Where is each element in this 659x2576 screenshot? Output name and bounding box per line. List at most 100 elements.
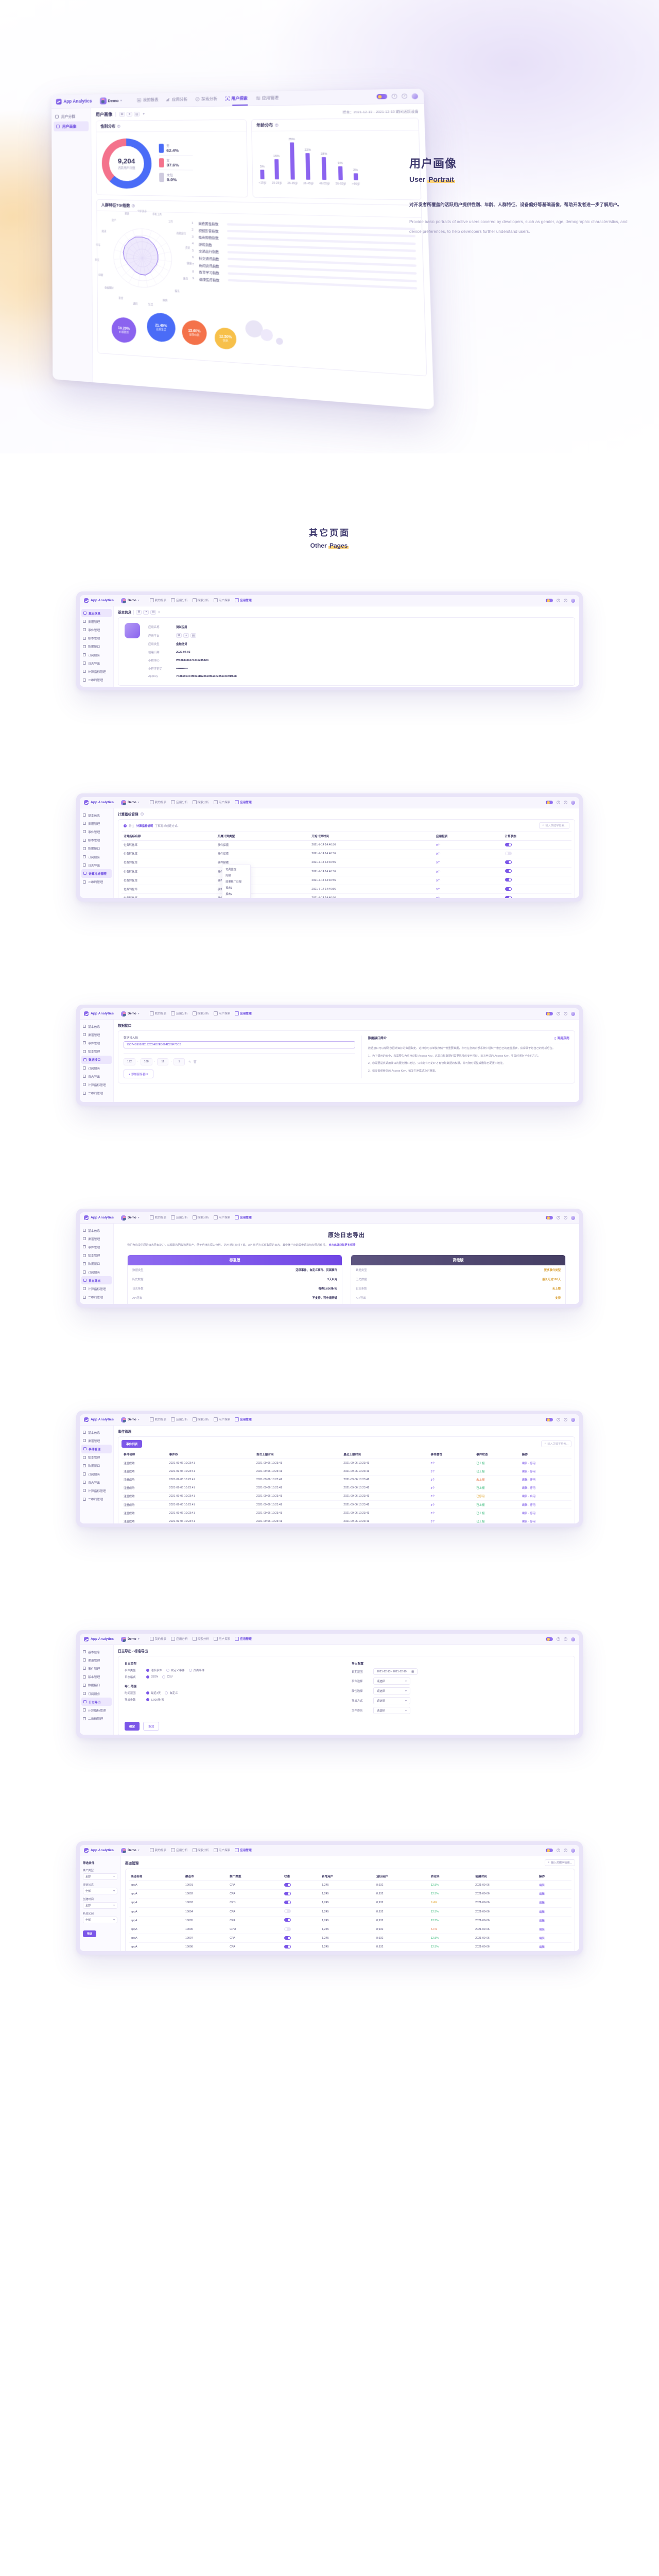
sidebar-item-version[interactable]: 版本管理	[80, 1251, 113, 1260]
sidebar-item-log[interactable]: 日志导出	[80, 659, 113, 667]
cell-reports[interactable]: 9个	[434, 858, 503, 868]
sidebar-item-metric[interactable]: 计算指标管理	[80, 1080, 113, 1089]
cell-ops[interactable]: 编辑 · 停用	[519, 1500, 571, 1510]
cell-status[interactable]	[282, 1880, 320, 1890]
cell-attrs[interactable]: 3个	[428, 1492, 475, 1501]
option[interactable]: 最近3天	[146, 1691, 161, 1695]
event-list-tab[interactable]: 事件列表	[122, 1440, 143, 1448]
sidebar-item-event[interactable]: 事件管理	[80, 827, 113, 836]
filter-select[interactable]: 全部 ▾	[83, 1917, 117, 1923]
add-ip-button[interactable]: + 添加服务器IP	[124, 1070, 154, 1078]
notice-link[interactable]: 计算指标说明	[136, 824, 153, 828]
brand[interactable]: App Analytics	[84, 1215, 114, 1220]
nav-item-2[interactable]: 探索分析	[192, 1848, 209, 1853]
edit-icon[interactable]: ✎	[188, 1060, 192, 1064]
radio-icon[interactable]	[188, 1669, 192, 1672]
cell-ops[interactable]: 编辑	[537, 1916, 571, 1925]
help-icon[interactable]: ?	[131, 204, 135, 208]
bell-icon[interactable]: ♪	[564, 1849, 567, 1852]
cell-status[interactable]	[282, 1916, 320, 1925]
cell-ops[interactable]: 编辑	[537, 1889, 571, 1899]
avatar[interactable]	[571, 1637, 575, 1641]
app-selector[interactable]: Demo ▾	[121, 800, 140, 805]
cell-ops[interactable]: 编辑	[537, 1934, 571, 1943]
search-input[interactable]: ⌕ 输入关键字检索...	[545, 1859, 575, 1866]
sidebar-item-subscribe[interactable]: 订阅服务	[80, 1268, 113, 1276]
brand[interactable]: App Analytics	[84, 1011, 114, 1016]
info-icon[interactable]: i	[557, 801, 560, 804]
nav-item-4[interactable]: 应用管理	[235, 800, 252, 805]
table-row[interactable]: 注册成功 2021-09-06 10:23:41 2021-09-06 10:2…	[122, 1467, 571, 1476]
app-selector[interactable]: Demo ▾	[121, 1636, 140, 1642]
table-row[interactable]: 付费转化率 事件探索 2021-7-14 14:46:56 9个	[122, 885, 571, 894]
avatar[interactable]	[411, 93, 419, 99]
cell-attrs[interactable]: 3个	[428, 1517, 475, 1523]
cell-status[interactable]	[502, 858, 571, 868]
avatar[interactable]	[571, 1848, 575, 1853]
table-row[interactable]: 付费转化率 事件探索 2021-7-14 14:46:56 9个	[122, 849, 571, 859]
miniprogram-icon[interactable]: ▤	[150, 609, 157, 615]
sidebar-item-channel[interactable]: 渠道管理	[80, 819, 113, 827]
sidebar-item-qrcode[interactable]: 二维码管理	[80, 878, 113, 886]
cell-reports[interactable]: 9个	[434, 876, 503, 885]
table-row[interactable]: 付费转化率 事件探索 2021-7-14 14:46:56 9个	[122, 867, 571, 876]
sidebar-item-event[interactable]: 事件管理	[80, 1664, 113, 1672]
app-selector[interactable]: Demo ▾	[121, 1848, 140, 1853]
nav-item-4[interactable]: 应用管理	[235, 1011, 252, 1016]
cell-ops[interactable]: 编辑	[537, 1925, 571, 1935]
sidebar-item-event[interactable]: 事件管理	[80, 625, 113, 634]
radio-icon[interactable]	[146, 1669, 149, 1672]
status-toggle[interactable]	[505, 851, 512, 855]
cell-status[interactable]	[282, 1934, 320, 1943]
nav-item-2[interactable]: 探索分析	[192, 1215, 209, 1221]
nav-item-3[interactable]: 用户探索	[213, 1848, 230, 1853]
table-row[interactable]: 付费转化率 事件探索 2021-7-14 14:46:56 9个	[122, 840, 571, 850]
info-icon[interactable]: i	[557, 1418, 560, 1421]
cell-reports[interactable]: 9个	[434, 867, 503, 876]
table-row[interactable]: appA 10004 CPA 1,245 8,932 12.5% 2021-09…	[129, 1907, 571, 1917]
sidebar-item-version[interactable]: 版本管理	[80, 836, 113, 844]
avatar[interactable]	[571, 1215, 575, 1220]
sidebar-item-subscribe[interactable]: 订阅服务	[80, 853, 113, 861]
nav-item-0[interactable]: 我的报表	[149, 800, 166, 805]
nav-item-1[interactable]: 应用分析	[171, 1011, 188, 1016]
nav-item-explore[interactable]: 探索分析	[195, 96, 217, 103]
sidebar-item-subscribe[interactable]: 订阅服务	[80, 1470, 113, 1478]
table-row[interactable]: 注册成功 2021-09-06 10:23:41 2021-09-06 10:2…	[122, 1509, 571, 1518]
sidebar-item-channel[interactable]: 渠道管理	[80, 1030, 113, 1039]
bell-icon[interactable]: ♪	[564, 1637, 567, 1641]
status-toggle[interactable]	[505, 860, 512, 864]
status-toggle[interactable]	[505, 869, 512, 873]
cell-ops[interactable]: 编辑 · 停用	[519, 1517, 571, 1523]
nav-item-1[interactable]: 应用分析	[171, 598, 188, 603]
sidebar-item-api[interactable]: 数据接口	[80, 844, 113, 853]
bell-icon[interactable]: ♪	[564, 801, 567, 804]
status-toggle[interactable]	[284, 1944, 291, 1948]
chevron-down-icon[interactable]: ▾	[158, 611, 160, 614]
table-row[interactable]: appA 10007 CPA 1,245 8,932 12.5% 2021-09…	[129, 1934, 571, 1943]
brand[interactable]: App Analytics	[84, 1848, 114, 1853]
table-row[interactable]: 付费转化率 事件探索 2021-7-14 14:46:56 9个	[122, 858, 571, 868]
radio-icon[interactable]	[165, 1691, 168, 1694]
status-toggle[interactable]	[505, 895, 512, 898]
ios-icon[interactable]: ⌘	[176, 633, 182, 638]
sidebar-item-event[interactable]: 事件管理	[81, 1445, 112, 1453]
nav-item-3[interactable]: 用户探索	[213, 1636, 230, 1642]
table-row[interactable]: appA 10001 CPA 1,245 8,932 12.5% 2021-09…	[129, 1880, 571, 1890]
sidebar-item-metric[interactable]: 计算指标管理	[80, 1284, 113, 1293]
sidebar-item-info[interactable]: 基本信息	[80, 1648, 113, 1656]
sidebar-item-metric[interactable]: 计算指标管理	[80, 1706, 113, 1714]
table-row[interactable]: appA 10003 CPD 1,245 8,932 9.4% 2021-09-…	[129, 1898, 571, 1908]
delete-icon[interactable]: 🗑	[193, 1060, 197, 1064]
sidebar-item-log[interactable]: 日志导出	[81, 1698, 112, 1706]
theme-toggle[interactable]	[546, 598, 553, 603]
cell-attrs[interactable]: 3个	[428, 1509, 475, 1518]
nav-item-3[interactable]: 用户探索	[213, 1215, 230, 1221]
nav-item-1[interactable]: 应用分析	[171, 800, 188, 805]
nav-item-0[interactable]: 我的报表	[149, 1215, 166, 1221]
nav-item-4[interactable]: 应用管理	[235, 1417, 252, 1422]
sidebar-item-api[interactable]: 数据接口	[80, 1260, 113, 1268]
sidebar-item-subscribe[interactable]: 订阅服务	[80, 1064, 113, 1072]
cell-ops[interactable]: 编辑 · 停用	[519, 1484, 571, 1493]
nav-item-1[interactable]: 应用分析	[171, 1636, 188, 1642]
